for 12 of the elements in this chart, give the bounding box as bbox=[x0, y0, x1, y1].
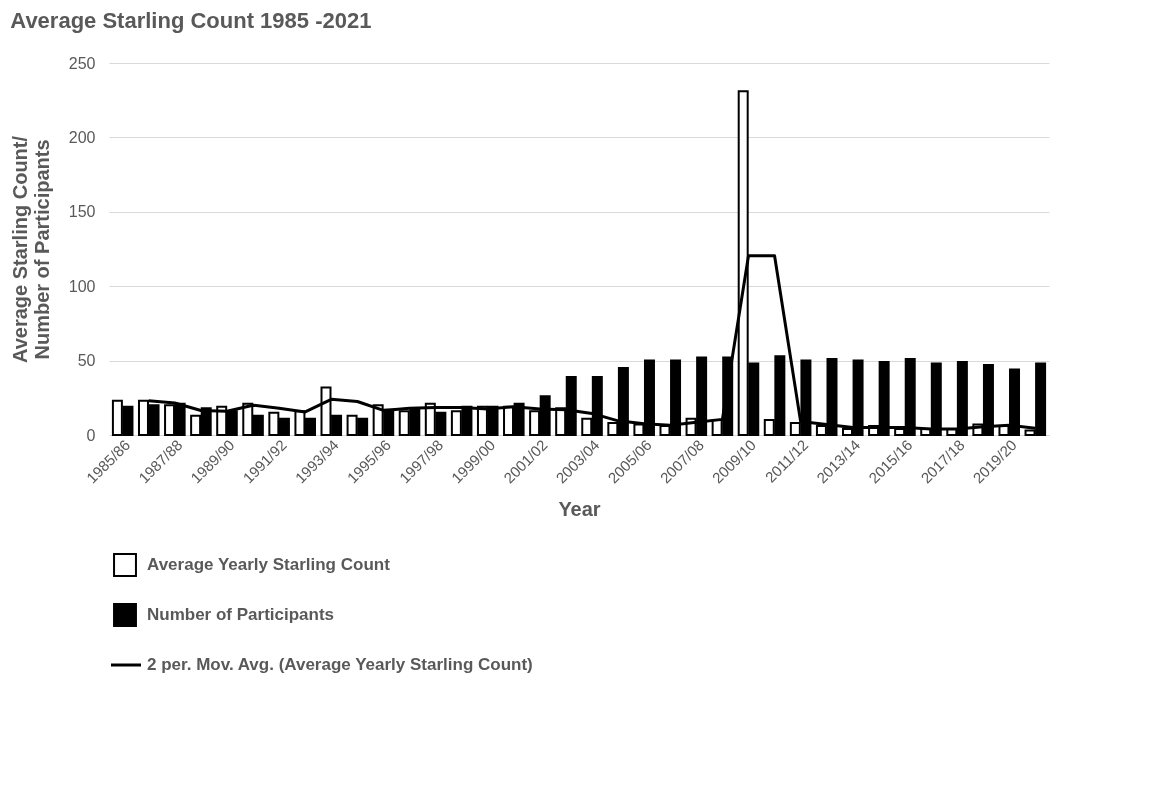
y-axis-title: Average Starling Count/ Number of Participants bbox=[8, 135, 53, 364]
legend-label: Number of Participants bbox=[147, 605, 335, 624]
legend-label: 2 per. Mov. Avg. (Average Yearly Starling Count) bbox=[147, 655, 533, 674]
x-axis-title: Year bbox=[558, 498, 601, 521]
chart-title: Average Starling Count 1985 -2021 bbox=[10, 8, 372, 33]
y-tick-label: 250 bbox=[68, 54, 96, 72]
y-tick-label: 50 bbox=[77, 352, 96, 370]
y-tick-label: 150 bbox=[68, 203, 96, 221]
legend-label: Average Yearly Starling Count bbox=[147, 555, 391, 574]
y-tick-label: 100 bbox=[68, 277, 96, 295]
y-tick-label: 0 bbox=[86, 426, 96, 444]
y-tick-label: 200 bbox=[68, 128, 96, 146]
